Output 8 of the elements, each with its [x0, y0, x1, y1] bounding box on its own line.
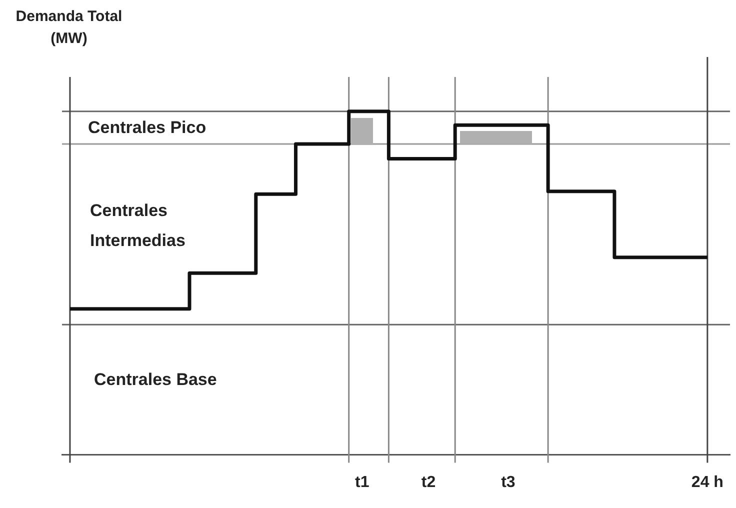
x-tick-label: t3: [501, 474, 516, 491]
annotation: Centrales Pico: [88, 118, 206, 138]
x-tick-label: 24 h: [691, 474, 724, 491]
y-axis-title: Demanda Total (MW): [14, 7, 124, 49]
x-tick-label: t1: [355, 474, 370, 491]
annotation: Centrales Intermedias: [90, 200, 186, 252]
annotation: Centrales Base: [94, 370, 217, 390]
x-tick-label: t2: [421, 474, 436, 491]
